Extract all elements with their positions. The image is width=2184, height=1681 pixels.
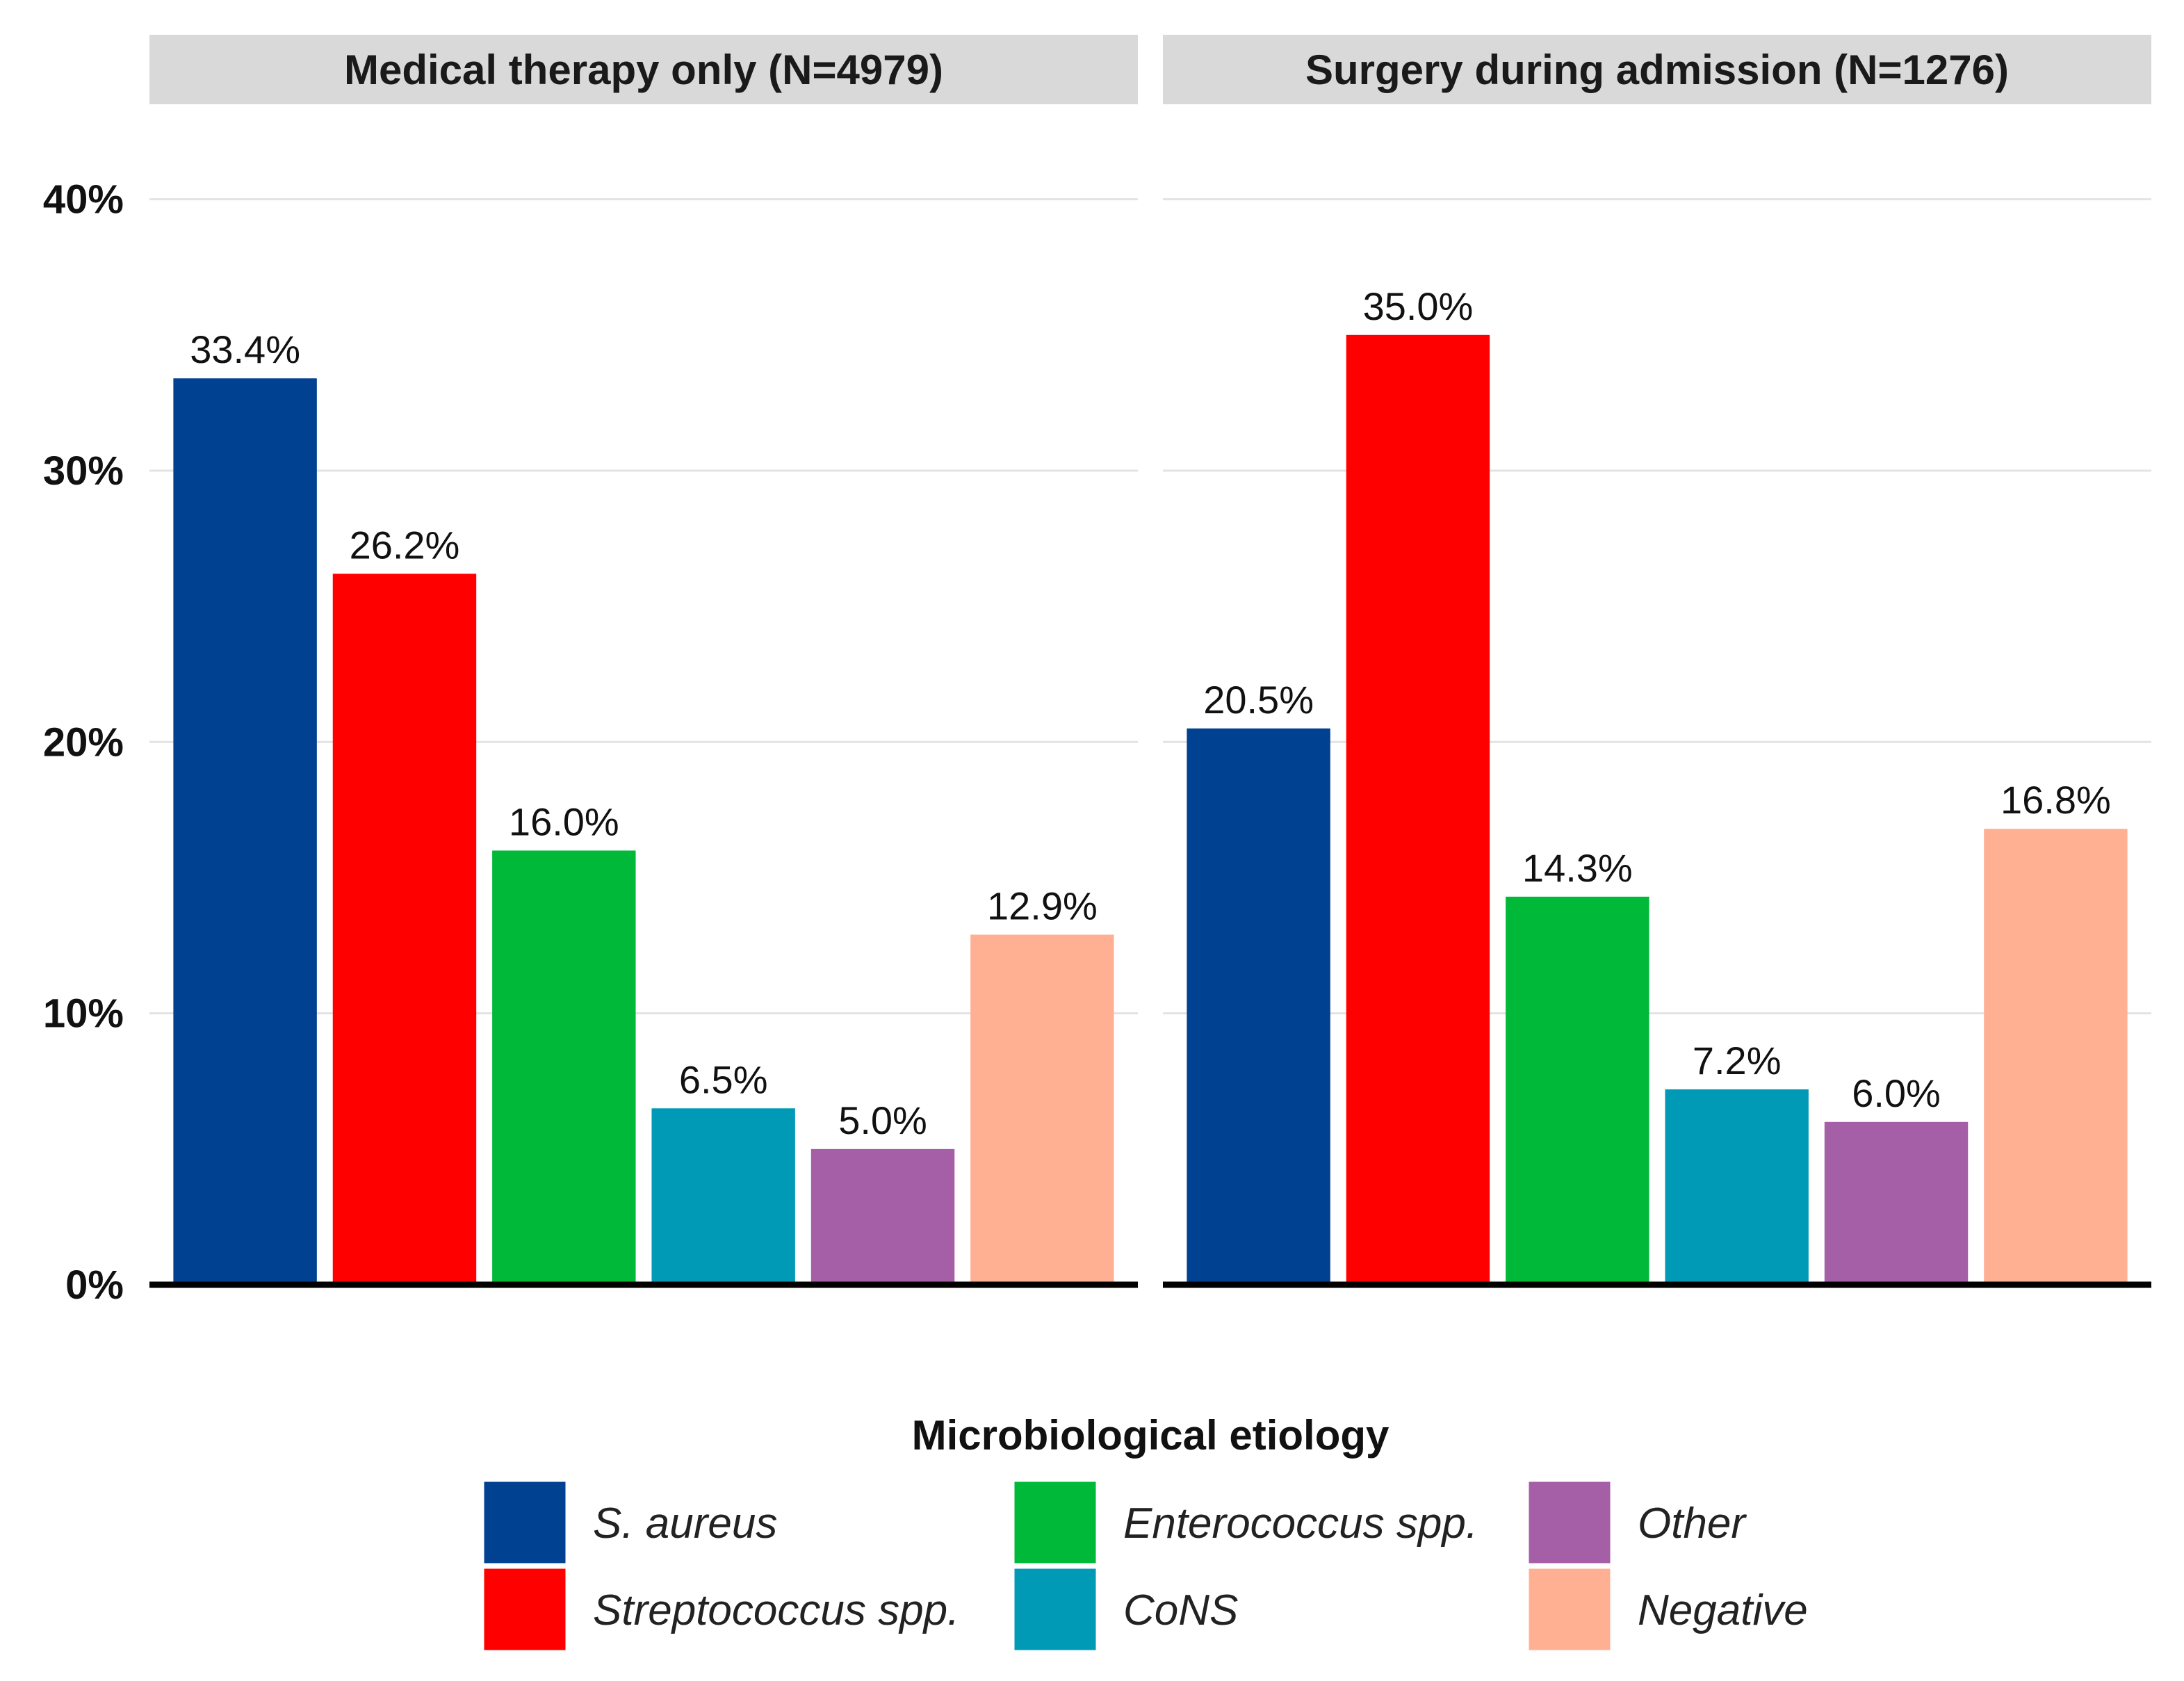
data-label: 20.5% bbox=[1203, 678, 1314, 722]
bar-p1-2 bbox=[492, 850, 636, 1285]
legend-label: Streptococcus spp. bbox=[593, 1586, 959, 1634]
data-label: 16.0% bbox=[509, 799, 619, 843]
data-label: 6.0% bbox=[1852, 1071, 1941, 1115]
data-label: 14.3% bbox=[1522, 846, 1633, 890]
legend-label: CoNS bbox=[1123, 1586, 1238, 1634]
legend-label: Other bbox=[1638, 1500, 1747, 1548]
bar-p1-3 bbox=[651, 1108, 795, 1285]
bar-p2-5 bbox=[1984, 829, 2128, 1285]
data-label: 33.4% bbox=[190, 327, 300, 371]
data-label: 5.0% bbox=[838, 1098, 927, 1142]
facet-title-1: Medical therapy only (N=4979) bbox=[344, 47, 943, 93]
legend-label: Enterococcus spp. bbox=[1123, 1500, 1478, 1548]
bar-p2-1 bbox=[1346, 334, 1490, 1285]
data-label: 7.2% bbox=[1693, 1039, 1782, 1082]
facet-title-2: Surgery during admission (N=1276) bbox=[1305, 47, 2009, 93]
y-tick-label: 10% bbox=[43, 991, 124, 1037]
bar-p2-2 bbox=[1506, 896, 1649, 1285]
bar-p1-4 bbox=[810, 1148, 955, 1285]
y-tick-label: 0% bbox=[65, 1262, 124, 1308]
data-label: 16.8% bbox=[2000, 778, 2111, 822]
legend-key-0 bbox=[482, 1479, 568, 1566]
y-tick-label: 30% bbox=[43, 448, 124, 494]
legend-label: S. aureus bbox=[593, 1500, 777, 1548]
legend-key-4 bbox=[1526, 1479, 1613, 1566]
bar-p1-5 bbox=[970, 934, 1114, 1285]
bar-p2-3 bbox=[1665, 1089, 1809, 1285]
legend-key-5 bbox=[1526, 1566, 1613, 1652]
facet-strip-1 bbox=[149, 35, 1138, 104]
legend-key-1 bbox=[482, 1566, 568, 1652]
data-label: 6.5% bbox=[679, 1057, 768, 1101]
bar-p2-4 bbox=[1824, 1121, 1969, 1285]
legend-key-2 bbox=[1012, 1479, 1098, 1566]
facet-strip-2 bbox=[1163, 35, 2151, 104]
legend-title: Microbiological etiology bbox=[912, 1412, 1390, 1459]
data-label: 35.0% bbox=[1363, 284, 1474, 328]
bar-p2-0 bbox=[1187, 728, 1330, 1285]
legend-key-3 bbox=[1012, 1566, 1098, 1652]
data-label: 26.2% bbox=[350, 523, 460, 567]
bar-p1-0 bbox=[173, 378, 317, 1285]
y-tick-label: 40% bbox=[43, 177, 124, 222]
legend-label: Negative bbox=[1638, 1586, 1808, 1634]
y-tick-label: 20% bbox=[43, 720, 124, 765]
bar-p1-1 bbox=[332, 574, 477, 1285]
data-label: 12.9% bbox=[987, 884, 1098, 927]
